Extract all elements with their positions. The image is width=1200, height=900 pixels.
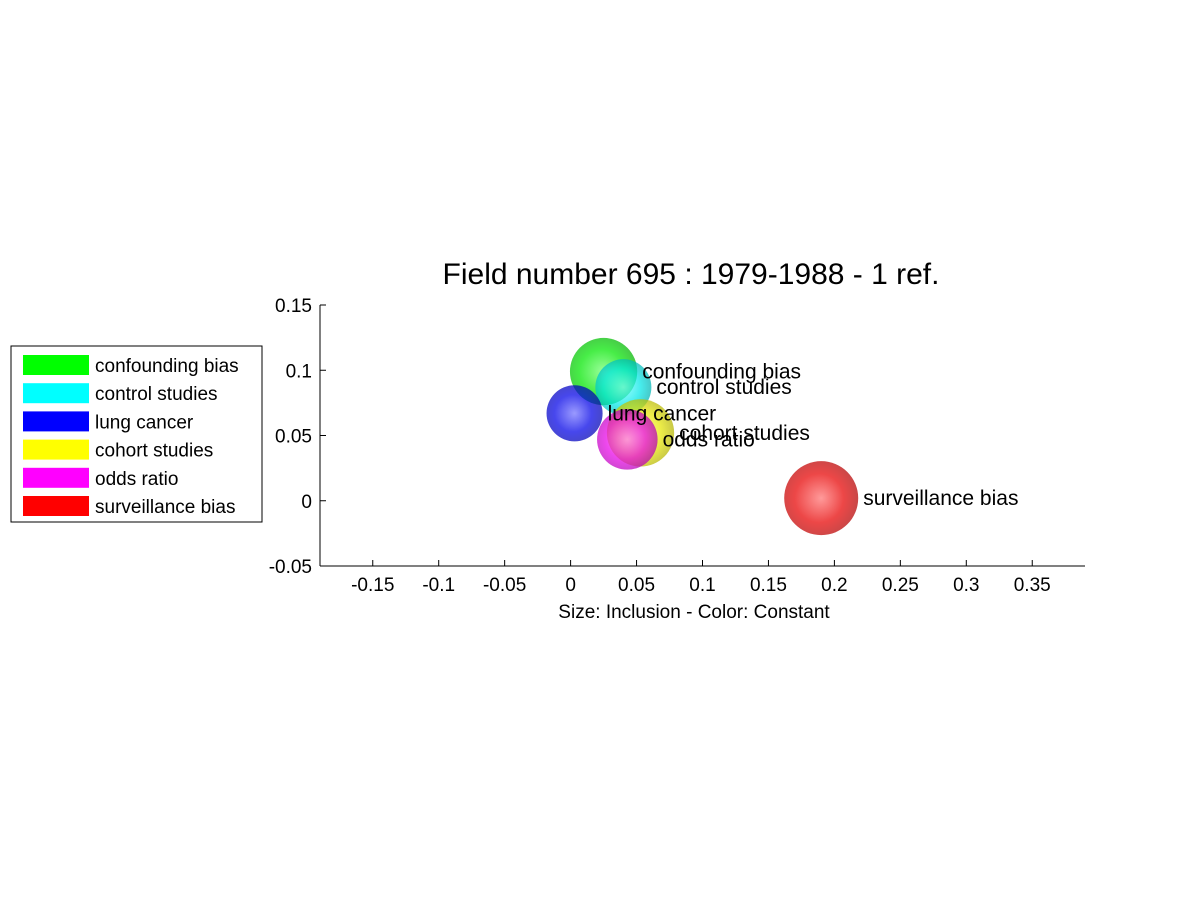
legend-swatch-surveillance-bias	[23, 496, 89, 516]
legend-swatch-confounding-bias	[23, 355, 89, 375]
point-label-cohort-studies: cohort studies	[679, 422, 810, 445]
x-tick-label: 0.3	[953, 575, 979, 596]
x-tick-label: -0.15	[351, 575, 394, 596]
legend-label-surveillance-bias: surveillance bias	[95, 497, 235, 518]
legend-box	[10, 345, 263, 523]
bubble-odds-ratio	[597, 409, 658, 470]
legend-swatch-control-studies	[23, 383, 89, 404]
legend-label-confounding-bias: confounding bias	[95, 356, 239, 377]
y-tick-label: 0.05	[275, 427, 312, 448]
chart-title: Field number 695 : 1979-1988 - 1 ref.	[443, 258, 940, 291]
legend-swatch-odds-ratio	[23, 467, 89, 488]
y-tick-label: 0.1	[286, 361, 312, 382]
y-tick-label: 0	[301, 492, 312, 513]
x-tick-label: 0.2	[821, 575, 847, 596]
point-label-surveillance-bias: surveillance bias	[863, 487, 1018, 510]
y-tick-label: 0.15	[275, 296, 312, 317]
point-label-confounding-bias: confounding bias	[642, 361, 801, 384]
legend-label-control-studies: control studies	[95, 384, 218, 405]
point-label-control-studies: control studies	[656, 376, 791, 399]
x-tick-label: 0	[565, 575, 576, 596]
legend-swatch-lung-cancer	[23, 411, 89, 432]
x-tick-label: 0.35	[1014, 575, 1051, 596]
x-tick-label: 0.05	[618, 575, 655, 596]
x-tick-label: 0.15	[750, 575, 787, 596]
bubble-lung-cancer	[546, 385, 603, 442]
legend-label-odds-ratio: odds ratio	[95, 469, 178, 490]
x-axis-label: Size: Inclusion - Color: Constant	[558, 602, 830, 623]
x-tick-label: -0.05	[483, 575, 526, 596]
legend-swatch-cohort-studies	[23, 439, 89, 460]
plot-axes: -0.15 -0.1 -0.05 0 0.05 0.1 0.15 0.2 0.25 0.3 0.35…	[269, 296, 1085, 596]
point-label-lung-cancer: lung cancer	[608, 402, 717, 425]
y-tick-label: -0.05	[269, 557, 312, 578]
x-tick-label: 0.25	[882, 575, 919, 596]
bubble-layer	[546, 337, 859, 536]
x-tick-label: 0.1	[689, 575, 715, 596]
point-label-odds-ratio: odds ratio	[663, 428, 755, 451]
x-tick-label: -0.1	[422, 575, 455, 596]
legend-label-lung-cancer: lung cancer	[95, 412, 194, 433]
legend-label-cohort-studies: cohort studies	[95, 441, 213, 462]
bubble-surveillance-bias	[784, 461, 859, 536]
legend: confounding bias control studies lung canc…	[10, 345, 263, 523]
